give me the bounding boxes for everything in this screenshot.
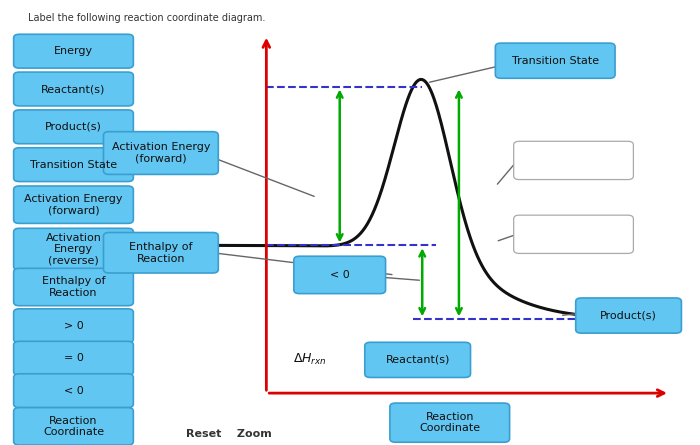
Text: Energy: Energy [54,46,93,56]
Text: Label the following reaction coordinate diagram.: Label the following reaction coordinate … [28,13,265,23]
FancyBboxPatch shape [514,142,634,179]
Text: Reactant(s): Reactant(s) [386,355,450,365]
FancyBboxPatch shape [496,43,615,78]
Text: Transition State: Transition State [30,160,117,170]
Text: Transition State: Transition State [512,56,598,66]
FancyBboxPatch shape [575,298,681,333]
Text: = 0: = 0 [64,353,83,363]
FancyBboxPatch shape [13,268,133,306]
Text: Activation Energy
(forward): Activation Energy (forward) [111,142,210,164]
Text: < 0: < 0 [64,386,83,396]
Text: Enthalpy of
Reaction: Enthalpy of Reaction [129,242,193,263]
Text: < 0: < 0 [330,270,349,280]
FancyBboxPatch shape [13,34,133,68]
FancyBboxPatch shape [13,72,133,106]
Text: Product(s): Product(s) [45,122,102,132]
FancyBboxPatch shape [13,408,133,445]
FancyBboxPatch shape [13,148,133,182]
Text: Reset    Zoom: Reset Zoom [186,429,272,439]
FancyBboxPatch shape [13,228,133,270]
Text: Reaction
Coordinate: Reaction Coordinate [43,416,104,437]
FancyBboxPatch shape [104,232,218,273]
Text: Product(s): Product(s) [600,311,657,320]
Text: Activation
Energy
(reverse): Activation Energy (reverse) [46,233,102,266]
Text: > 0: > 0 [64,321,83,331]
Text: $\Delta H_{rxn}$: $\Delta H_{rxn}$ [293,352,327,368]
Text: Reaction
Coordinate: Reaction Coordinate [419,412,480,433]
FancyBboxPatch shape [13,309,133,343]
FancyBboxPatch shape [514,215,634,254]
FancyBboxPatch shape [13,374,133,408]
Text: Reactant(s): Reactant(s) [41,84,106,94]
Text: Activation Energy
(forward): Activation Energy (forward) [25,194,122,215]
FancyBboxPatch shape [390,403,510,442]
FancyBboxPatch shape [13,186,133,223]
FancyBboxPatch shape [13,341,133,375]
Text: Enthalpy of
Reaction: Enthalpy of Reaction [42,276,105,298]
FancyBboxPatch shape [294,256,386,294]
FancyBboxPatch shape [13,110,133,144]
FancyBboxPatch shape [104,132,218,174]
FancyBboxPatch shape [365,342,470,377]
